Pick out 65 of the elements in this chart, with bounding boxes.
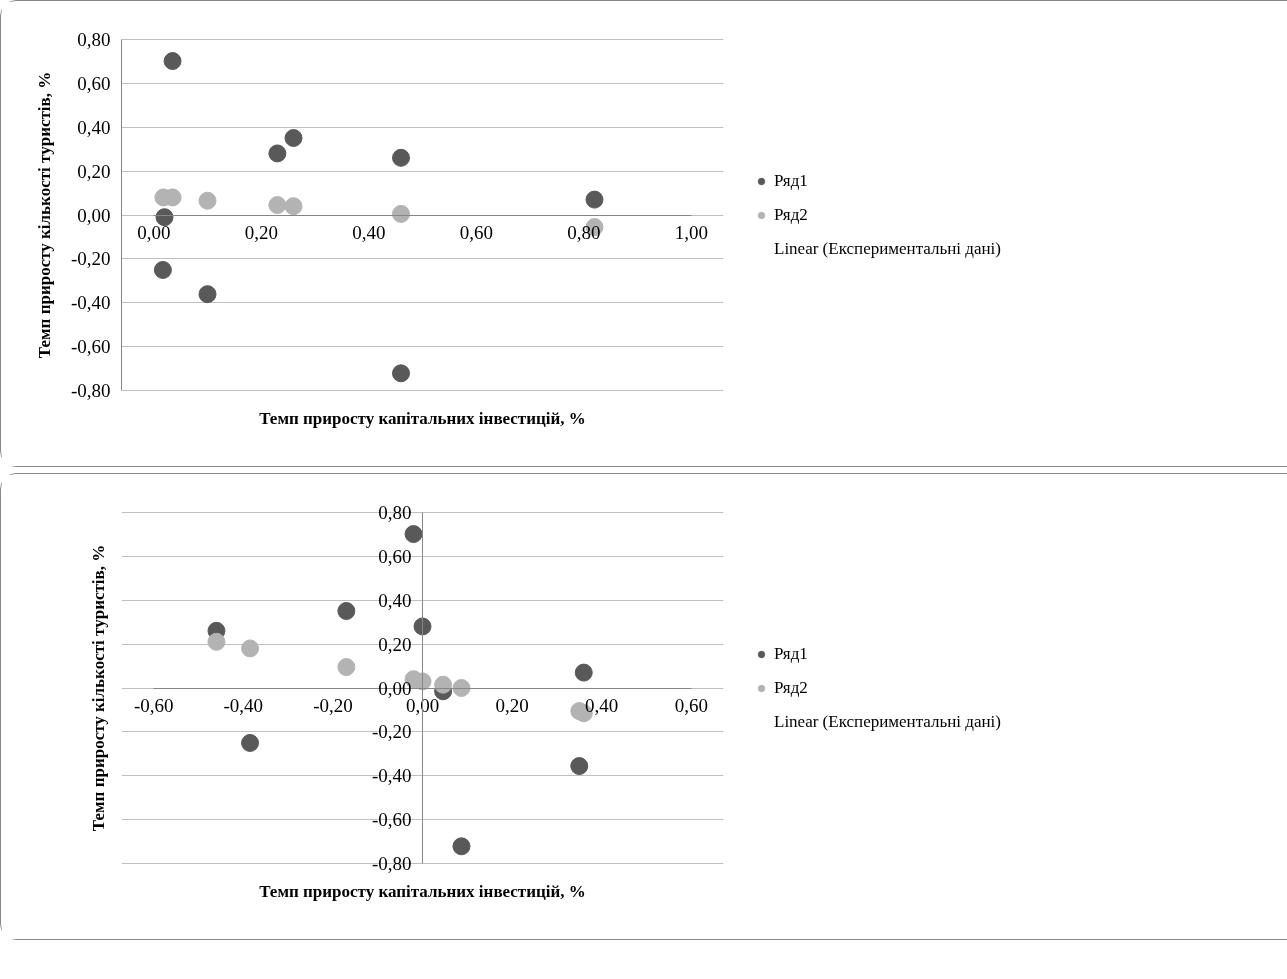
legend-label: Ряд2 (774, 677, 808, 698)
y-tick-label: -0,60 (70, 336, 111, 358)
y-tick-label: -0,80 (70, 380, 111, 402)
y-tick-label: -0,20 (70, 248, 111, 270)
y-tick-label: 0,80 (77, 28, 111, 50)
x-tick-label: 0,60 (459, 222, 493, 243)
point (585, 190, 604, 209)
x-axis-title: Темп приросту капітальних інвестицій, % (259, 408, 586, 428)
y-tick-label: 0,20 (378, 633, 412, 655)
y-tick-label: 0,20 (77, 160, 111, 182)
text: Linear (Експериментальні дані) (774, 711, 1001, 732)
y-tick-label: 0,40 (77, 116, 111, 138)
point (392, 148, 410, 167)
point (284, 129, 303, 148)
point (570, 757, 589, 776)
legend-label: Ряд1 (774, 170, 808, 191)
y-tick-label: -0,60 (371, 809, 412, 831)
x-tick-label: 0,00 (137, 222, 171, 243)
legend-label: Ряд2 (774, 204, 808, 225)
y-tick-label: -0,80 (371, 853, 412, 875)
y-tick-label: 0,00 (378, 677, 412, 699)
point (241, 639, 260, 658)
point (434, 675, 453, 694)
x-axis-title: Темп приросту капітальних інвестицій, % (259, 881, 586, 901)
x-tick-label: 0,40 (585, 695, 619, 716)
point (574, 663, 593, 682)
point (155, 208, 174, 227)
x-tick-label: -0,40 (223, 695, 264, 716)
point (153, 260, 172, 279)
point (337, 658, 356, 677)
point (284, 197, 303, 216)
y-axis-title: Темп приросту кількості туристів, % (34, 71, 54, 359)
point (241, 733, 260, 752)
point (198, 191, 217, 210)
x-tick-label: 0,20 (244, 222, 278, 243)
point (163, 52, 182, 71)
point (452, 837, 471, 856)
x-tick-label: -0,60 (133, 695, 174, 716)
x-tick-label: 0,60 (674, 695, 708, 716)
y-tick-label: 0,00 (77, 204, 111, 226)
point (268, 196, 287, 215)
point (404, 525, 423, 544)
y-tick-label: 0,80 (378, 501, 412, 523)
x-tick-label: 0,80 (567, 222, 601, 243)
point (337, 602, 356, 621)
y-tick-label: -0,20 (371, 721, 412, 743)
x-tick-label: 1,00 (674, 222, 708, 243)
y-tick-label: -0,40 (70, 292, 111, 314)
text: Linear (Експериментальні дані) (774, 238, 1001, 259)
y-tick-label: 0,60 (378, 545, 412, 567)
x-tick-label: -0,20 (313, 695, 353, 716)
point (413, 617, 432, 636)
legend-label: Ряд1 (774, 643, 808, 664)
y-tick-label: -0,40 (371, 765, 412, 787)
point (392, 364, 410, 383)
point (452, 679, 471, 697)
point (392, 204, 410, 223)
y-tick-label: 0,60 (77, 72, 111, 94)
x-tick-label: 0,40 (352, 222, 386, 243)
point (268, 144, 287, 163)
point (207, 632, 226, 651)
y-axis-title: Темп приросту кількості туристів, % (88, 544, 108, 832)
point (198, 285, 217, 304)
y-tick-label: 0,40 (378, 589, 412, 611)
x-tick-label: 0,20 (495, 695, 529, 716)
